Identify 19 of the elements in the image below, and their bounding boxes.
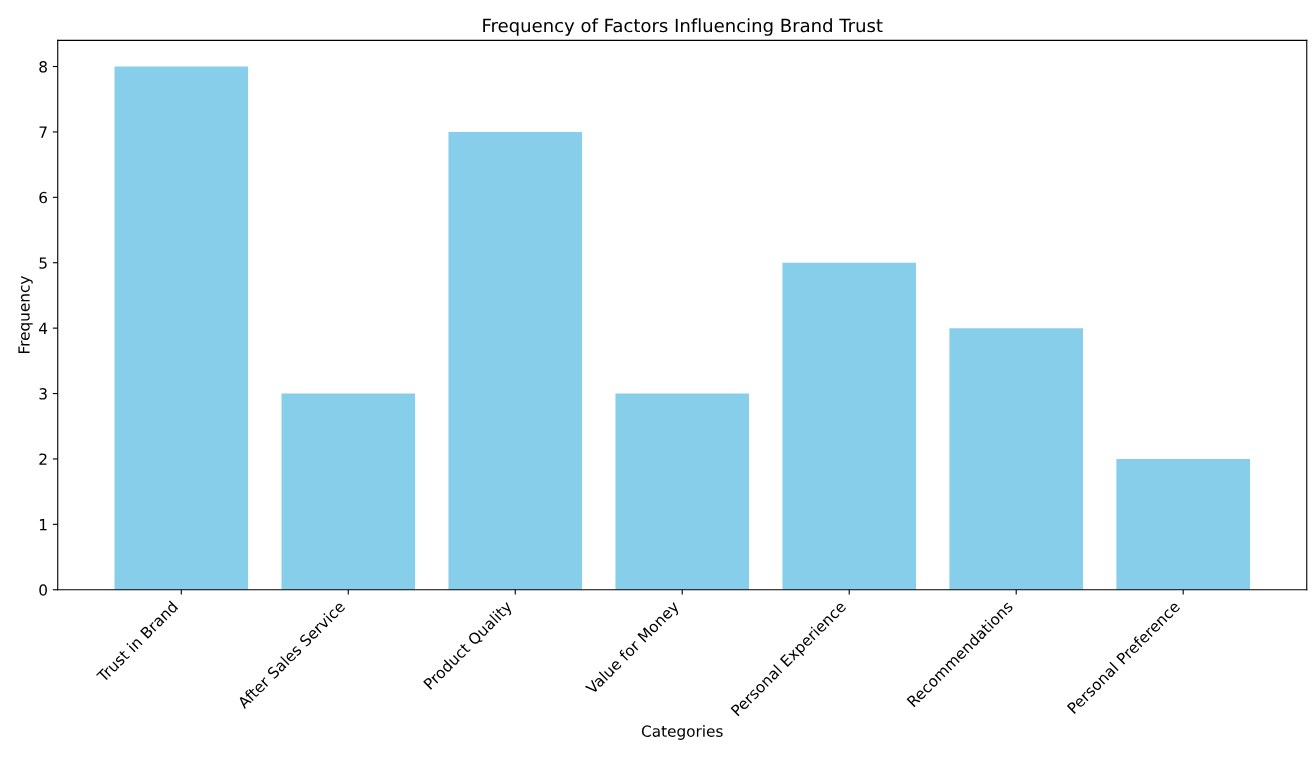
y-tick-label: 8 (39, 60, 47, 73)
bar (448, 131, 583, 590)
y-axis-title: Frequency (18, 276, 33, 354)
y-tick-label: 1 (39, 519, 47, 531)
y-tick-label: 2 (39, 453, 47, 465)
bar (949, 328, 1083, 590)
bar (615, 393, 750, 590)
y-tick-label: 5 (39, 257, 47, 269)
x-axis-title: Categories (641, 725, 723, 740)
bar (114, 66, 249, 590)
y-tick-label: 6 (39, 191, 48, 204)
y-tick-label: 0 (39, 584, 47, 596)
bar (782, 262, 917, 590)
y-tick-label: 7 (39, 126, 47, 138)
y-tick-label: 3 (39, 388, 47, 400)
bar (281, 393, 416, 590)
chart-title: Frequency of Factors Influencing Brand Trust (483, 18, 883, 36)
y-tick-label: 4 (39, 322, 48, 334)
bar (1116, 458, 1250, 590)
